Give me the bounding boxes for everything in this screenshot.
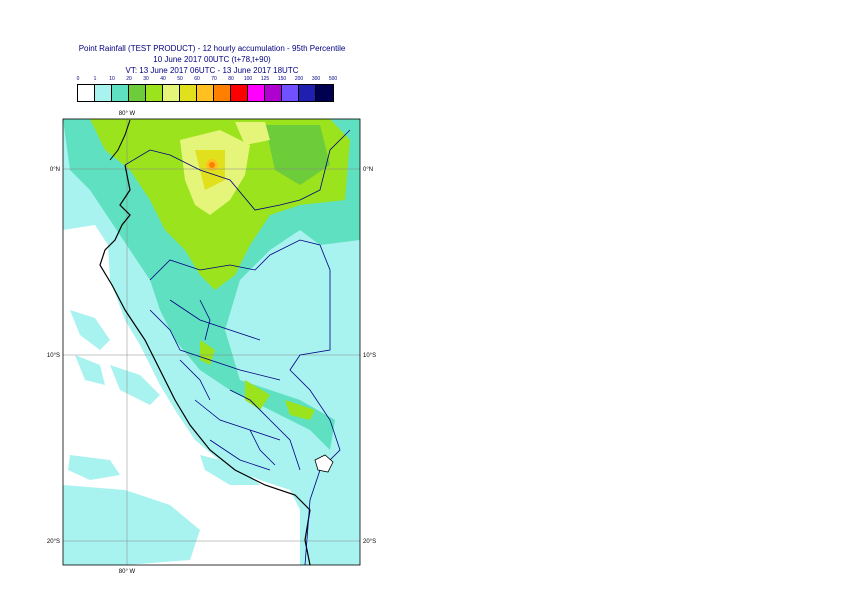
legend-label: 1	[93, 76, 97, 82]
legend-swatch	[163, 85, 180, 101]
legend-swatch	[112, 85, 129, 101]
legend-swatch	[129, 85, 146, 101]
rain-high	[235, 122, 270, 145]
legend-label: 10	[109, 76, 115, 82]
lon-label-bottom: 80° W	[119, 569, 136, 575]
legend-swatch	[95, 85, 112, 101]
coastline	[109, 119, 131, 161]
valid-time: VT: 13 June 2017 06UTC - 13 June 2017 18…	[125, 66, 299, 75]
rain-peak	[209, 162, 215, 168]
legend-swatch	[265, 85, 282, 101]
graticule	[63, 119, 360, 565]
legend-label: 80	[228, 76, 234, 82]
borders	[124, 129, 351, 565]
lon-label-top: 80° W	[119, 111, 136, 117]
color-legend	[77, 84, 334, 102]
legend-label: 200	[294, 76, 304, 82]
lat-label-right: 20°S	[363, 539, 376, 545]
ocean-rain-band	[68, 455, 120, 480]
legend-swatch	[180, 85, 197, 101]
legend-label: 500	[328, 76, 338, 82]
ocean-rain-band	[63, 485, 200, 565]
legend-swatch	[231, 85, 248, 101]
lat-label-right: 10°S	[363, 353, 376, 359]
legend-label: 300	[311, 76, 321, 82]
legend-swatch	[248, 85, 265, 101]
legend-label: 0	[76, 76, 80, 82]
legend-swatch	[316, 85, 333, 101]
ocean-rain-band	[110, 365, 160, 405]
legend-label: 70	[211, 76, 217, 82]
legend-label: 60	[194, 76, 200, 82]
lat-label-right: 0°N	[363, 167, 373, 173]
ocean-rain-band	[70, 310, 110, 350]
legend-label: 150	[277, 76, 287, 82]
legend-swatch	[146, 85, 163, 101]
ocean-rain-band	[75, 355, 105, 385]
legend-label: 30	[143, 76, 149, 82]
legend-label: 40	[160, 76, 166, 82]
rain-mid	[200, 340, 215, 365]
legend-label: 20	[126, 76, 132, 82]
rain-mid	[265, 125, 330, 185]
legend-labels: 0 1 10 20 30 40 50 60 70 80 100 125 150 200 300 500	[0, 76, 424, 86]
legend-swatch	[282, 85, 299, 101]
legend-swatch	[299, 85, 316, 101]
rain-mid	[245, 380, 270, 410]
rain-mid	[285, 400, 315, 420]
legend-swatch	[214, 85, 231, 101]
legend-label: 50	[177, 76, 183, 82]
ocean-rain-band	[200, 455, 260, 485]
legend-swatch	[78, 85, 95, 101]
map-title: Point Rainfall (TEST PRODUCT) - 12 hourl…	[78, 44, 346, 53]
coastline	[99, 164, 311, 565]
legend-swatch	[197, 85, 214, 101]
lat-label-left: 20°S	[47, 539, 60, 545]
legend-label: 100	[243, 76, 253, 82]
lat-label-left: 10°S	[47, 353, 60, 359]
lake-titicaca	[314, 454, 334, 473]
legend-label: 125	[260, 76, 270, 82]
map-frame	[62, 118, 361, 566]
lat-label-left: 0°N	[50, 167, 60, 173]
run-time: 10 June 2017 00UTC (t+78,t+90)	[153, 55, 271, 64]
